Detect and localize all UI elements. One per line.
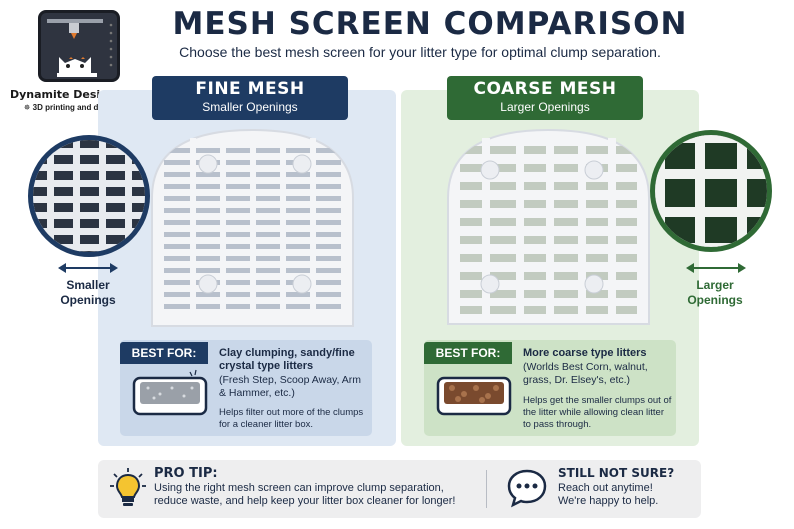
- coarse-openings-label: Larger Openings: [687, 278, 743, 307]
- printer-cat-logo-icon: [38, 10, 120, 82]
- litter-box-icon: [132, 369, 208, 416]
- still-not-sure-title: STILL NOT SURE?: [558, 466, 675, 480]
- pro-tip-text: Using the right mesh screen can improve …: [154, 482, 456, 507]
- double-arrow-icon: [58, 263, 118, 273]
- fine-mesh-subtitle: Smaller Openings: [202, 100, 298, 114]
- divider: [486, 470, 487, 508]
- coarse-mesh-screen-image: [447, 128, 650, 325]
- coarse-mesh-closeup: [650, 130, 772, 252]
- fine-best-for-head: Clay clumping, sandy/fine crystal type l…: [219, 347, 355, 372]
- coarse-best-for-note: Helps get the smaller clumps out of the …: [523, 395, 672, 430]
- fine-best-for-card: BEST FOR: Clay clumping, sandy/fine crys…: [120, 340, 372, 436]
- fine-openings-label: Smaller Openings: [60, 278, 116, 307]
- double-arrow-icon: [686, 263, 746, 273]
- pro-tip-bar: PRO TIP: Using the right mesh screen can…: [98, 460, 701, 518]
- coarse-mesh-header: COARSE MESH Larger Openings: [447, 76, 643, 120]
- coarse-best-for-head: More coarse type litters: [523, 347, 647, 359]
- fine-best-for-examples: (Fresh Step, Scoop Away, Arm & Hammer, e…: [219, 374, 362, 399]
- fine-mesh-title: FINE MESH: [195, 79, 305, 99]
- page-subtitle: Choose the best mesh screen for your lit…: [179, 44, 661, 60]
- litter-box-icon: [436, 376, 512, 416]
- fine-mesh-screen-image: [151, 128, 354, 327]
- pro-tip-title: PRO TIP:: [154, 466, 218, 481]
- fine-mesh-header: FINE MESH Smaller Openings: [152, 76, 348, 120]
- fine-mesh-closeup: [28, 135, 150, 257]
- chat-bubble-icon: [507, 469, 547, 508]
- page-title: MESH SCREEN COMPARISON: [172, 6, 688, 42]
- coarse-best-for-examples: (Worlds Best Corn, walnut, grass, Dr. El…: [523, 361, 648, 386]
- fine-best-for-note: Helps filter out more of the clumps for …: [219, 407, 364, 430]
- coarse-best-for-card: BEST FOR: More coarse type litters (Worl…: [424, 340, 676, 436]
- coarse-mesh-subtitle: Larger Openings: [500, 100, 590, 114]
- best-for-tag: BEST FOR:: [424, 342, 512, 364]
- coarse-mesh-title: COARSE MESH: [473, 79, 617, 99]
- lightbulb-icon: [110, 468, 146, 506]
- brand-tagline: ✵ 3D printing and design ✵: [23, 103, 129, 112]
- best-for-tag: BEST FOR:: [120, 342, 208, 364]
- help-text: Reach out anytime! We're happy to help.: [558, 482, 659, 507]
